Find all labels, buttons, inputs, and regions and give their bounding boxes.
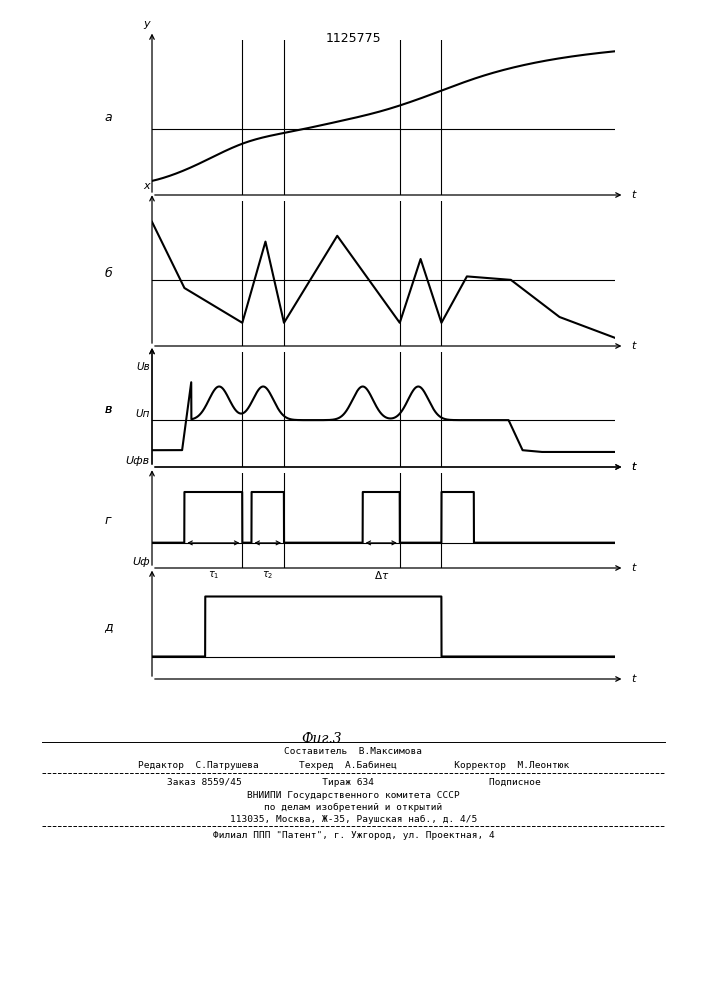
Text: Uп: Uп [135,409,150,419]
Text: Фиг.3: Фиг.3 [301,732,342,746]
Text: $\Delta\tau$: $\Delta\tau$ [373,569,389,581]
Text: а: а [104,111,112,124]
Text: в: в [105,403,112,416]
Text: 113035, Москва, Ж-35, Раушская наб., д. 4/5: 113035, Москва, Ж-35, Раушская наб., д. … [230,815,477,824]
Text: t: t [631,462,636,472]
Text: t: t [631,341,636,351]
Text: Составитель  В.Максимова: Составитель В.Максимова [284,747,423,756]
Text: y: y [143,19,150,29]
Text: Редактор  С.Патрушева       Техред  А.Бабинец          Корректор  М.Леонтюк: Редактор С.Патрушева Техред А.Бабинец Ко… [138,761,569,770]
Text: б: б [104,267,112,280]
Text: Филиал ППП "Патент", г. Ужгород, ул. Проектная, 4: Филиал ППП "Патент", г. Ужгород, ул. Про… [213,831,494,840]
Text: $\tau_2$: $\tau_2$ [262,569,274,581]
Text: $\tau_1$: $\tau_1$ [208,569,219,581]
Text: 1125775: 1125775 [326,32,381,45]
Text: x: x [143,181,150,191]
Text: Uф: Uф [132,557,150,567]
Text: Uв: Uв [136,362,150,372]
Text: t: t [631,190,636,200]
Text: Uфв: Uфв [126,456,150,466]
Text: по делам изобретений и открытий: по делам изобретений и открытий [264,803,443,812]
Text: ВНИИПИ Государственного комитета СССР: ВНИИПИ Государственного комитета СССР [247,791,460,800]
Text: Заказ 8559/45              Тираж 634                    Подписное: Заказ 8559/45 Тираж 634 Подписное [167,778,540,787]
Text: д: д [104,620,112,633]
Text: г: г [105,514,111,527]
Text: t: t [631,674,636,684]
Text: t: t [631,462,636,472]
Text: t: t [631,563,636,573]
Text: в: в [105,403,112,416]
